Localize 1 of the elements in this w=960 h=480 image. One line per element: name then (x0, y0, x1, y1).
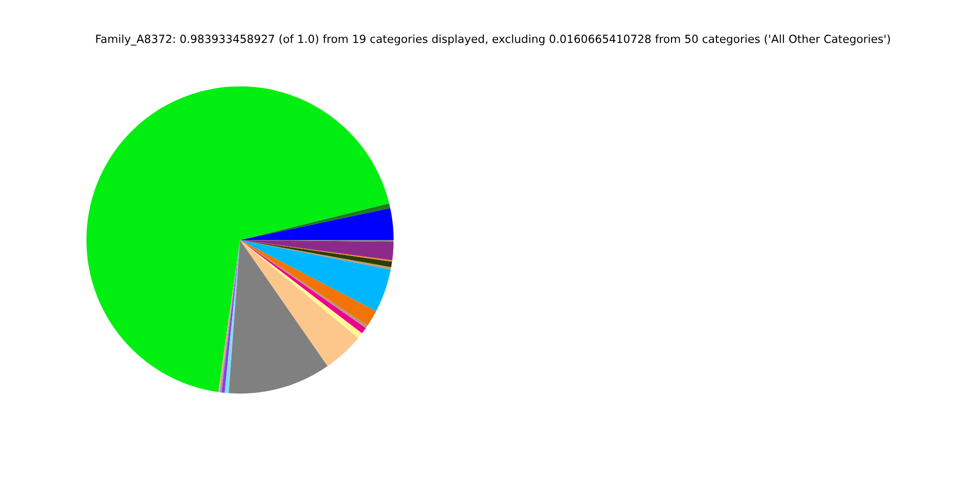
text: Family_A8372: 0.983933458927 (of 1.0) from 19 categories displayed, excluding 0.0160665410728 from 50 categories ('All Other Categories') (96, 34, 890, 46)
